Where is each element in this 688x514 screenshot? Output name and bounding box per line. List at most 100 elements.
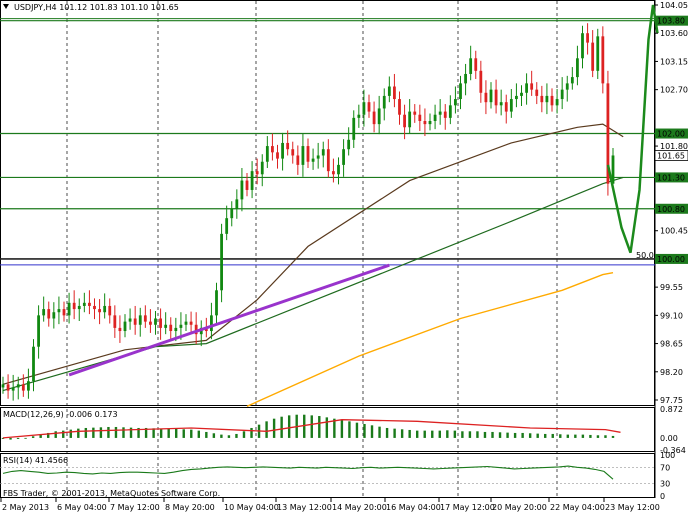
y-tick-label: 97.75 — [660, 396, 683, 405]
y-tick-label: 99.55 — [660, 283, 683, 292]
overlays — [68, 4, 659, 377]
macd-title: MACD(12,26,9) -0.006 0.173 — [3, 410, 118, 419]
macd-tick-label: -0.364 — [660, 446, 686, 455]
candle-body — [606, 83, 610, 184]
candle-body — [281, 142, 284, 159]
candle-body — [77, 305, 81, 310]
macd-bar — [175, 428, 178, 438]
candle-body — [459, 83, 462, 100]
macd-bar — [159, 428, 163, 438]
candle-body — [596, 36, 600, 71]
macd-bar — [1, 437, 5, 439]
macd-bar — [31, 436, 35, 438]
candle-body — [291, 149, 295, 156]
macd-bar — [122, 427, 125, 438]
macd-bar — [107, 426, 110, 438]
ma-fast-line — [2, 123, 624, 385]
y-tick-label: 100.45 — [660, 227, 688, 236]
candle-body — [372, 111, 376, 125]
candle-body — [515, 95, 518, 100]
candle-body — [581, 33, 584, 59]
macd-bar — [423, 430, 426, 438]
candle-body — [265, 146, 269, 162]
macd-bar — [476, 431, 479, 438]
macd-bar — [318, 416, 321, 438]
candle-body — [189, 321, 193, 325]
price-tag — [655, 253, 688, 264]
candles — [1, 23, 615, 401]
macd-bar — [363, 423, 366, 438]
candle-body — [133, 318, 137, 325]
macd-bar — [182, 429, 185, 438]
macd-bar — [453, 430, 457, 438]
macd-bar — [303, 414, 306, 438]
candle-body — [509, 99, 513, 112]
candle-body — [474, 58, 478, 71]
candle-body — [540, 95, 544, 103]
candle-body — [220, 233, 223, 291]
candle-body — [321, 149, 325, 156]
x-tick-label: 14 May 20:00 — [332, 503, 387, 512]
rsi-panel — [0, 453, 655, 498]
macd-bar — [197, 430, 201, 438]
candle-body — [504, 102, 508, 112]
x-tick-label: 20 May 20:00 — [492, 503, 547, 512]
copyright: FBS Trader, © 2001-2013, MetaQuotes Soft… — [3, 489, 220, 498]
rsi-tick-label: 0 — [660, 492, 665, 501]
x-tick-label: 8 May 20:00 — [165, 503, 215, 512]
candle-body — [535, 89, 539, 96]
candle-body — [225, 218, 229, 234]
macd-bar — [287, 415, 291, 438]
price-tag-label: 100.80 — [657, 205, 685, 214]
candle-body — [332, 171, 335, 175]
macd-bar — [227, 435, 231, 438]
macd-bar — [551, 433, 554, 438]
candle-body — [118, 327, 122, 332]
candle-body — [550, 95, 554, 106]
candle-body — [403, 114, 406, 128]
candle-body — [128, 318, 132, 322]
macd-bar — [461, 431, 464, 438]
candle-body — [601, 36, 605, 84]
candle-body — [113, 315, 117, 328]
y-tick-label: 102.70 — [660, 86, 688, 95]
macd-series: 0.872 0.00 -0.364 — [1, 405, 686, 455]
candle-body — [255, 171, 259, 175]
candle-body — [138, 315, 142, 325]
x-tick-label: 2 May 2013 — [2, 503, 49, 512]
candle-body — [93, 305, 96, 310]
candle-body — [464, 73, 467, 84]
candle-body — [413, 111, 417, 115]
horizontal-levels: 50.0 — [0, 18, 655, 266]
price-tag — [654, 150, 688, 161]
candle-body — [52, 312, 56, 319]
candle-body — [194, 324, 198, 335]
candle-body — [591, 42, 595, 71]
candle-body — [149, 321, 152, 325]
ma-slow-line — [246, 272, 614, 407]
y-tick-label: 98.20 — [660, 368, 683, 377]
candle-body — [337, 164, 340, 175]
candle-body — [82, 302, 86, 306]
candle-body — [433, 114, 437, 121]
x-tick-label: 22 May 04:00 — [550, 503, 605, 512]
candle-body — [316, 155, 320, 159]
x-tick-label: 7 May 12:00 — [110, 503, 160, 512]
y-tick-label: 99.10 — [660, 311, 683, 320]
macd-bar — [498, 432, 502, 438]
x-tick-label: 6 May 04:00 — [57, 503, 107, 512]
rsi-tick-label: 30 — [660, 480, 670, 489]
macd-bar — [84, 427, 88, 438]
macd-bar — [167, 428, 170, 438]
macd-bar — [468, 431, 472, 438]
candle-body — [530, 83, 534, 90]
x-tick-label: 10 May 04:00 — [224, 503, 279, 512]
macd-bar — [528, 433, 532, 438]
candle-body — [311, 158, 315, 162]
macd-bar — [408, 429, 411, 438]
price-tag-label: 101.30 — [657, 173, 685, 182]
macd-bar — [506, 432, 509, 438]
candle-body — [484, 92, 488, 103]
x-tick-label: 17 May 12:00 — [440, 503, 495, 512]
